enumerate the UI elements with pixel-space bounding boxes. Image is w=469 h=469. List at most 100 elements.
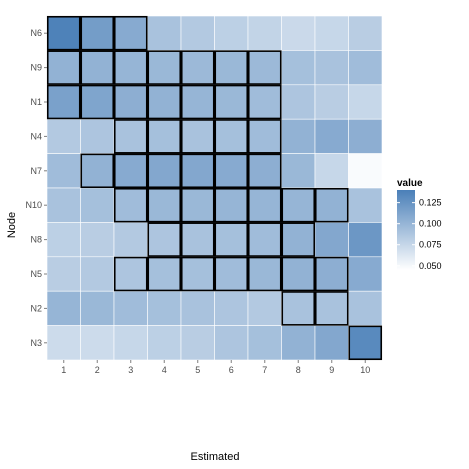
- heatmap-cell: [247, 153, 282, 189]
- heatmap-cell: [80, 50, 115, 86]
- heatmap-cell: [247, 50, 282, 86]
- highlighted-cell-outline: [80, 15, 115, 51]
- highlighted-cell-outline: [180, 119, 215, 154]
- heatmap-cell: [46, 290, 81, 326]
- y-tick-label: N2: [30, 303, 42, 313]
- highlight-outlines: [46, 15, 383, 361]
- x-tick-label: 4: [162, 365, 167, 375]
- heatmap-cell: [80, 290, 115, 326]
- heatmap-cell: [348, 187, 383, 223]
- highlighted-cell-outline: [180, 84, 215, 120]
- heatmap-cell: [180, 84, 215, 120]
- heatmap-cell: [314, 15, 349, 51]
- heatmap-cell: [180, 256, 215, 292]
- heatmap-cell: [80, 256, 115, 292]
- heatmap-cell: [113, 118, 148, 154]
- highlighted-cell-outline: [147, 222, 182, 257]
- color-legend: value 0.125 0.100 0.075 0.050: [397, 178, 442, 271]
- heatmap-cell: [147, 50, 182, 86]
- heatmap-cell: [214, 15, 249, 51]
- heatmap-cell: [180, 222, 215, 258]
- heatmap-cell: [281, 15, 316, 51]
- highlighted-cell-outline: [80, 153, 115, 189]
- heatmap-cell: [314, 325, 349, 361]
- heatmap-cell: [281, 256, 316, 292]
- heatmap-cell: [281, 84, 316, 120]
- heatmap-cell: [314, 222, 349, 258]
- heatmap-cell: [281, 118, 316, 154]
- highlighted-cell-outline: [314, 187, 349, 223]
- heatmap-cell: [348, 325, 383, 361]
- x-tick-label: 5: [195, 365, 200, 375]
- y-tick-label: N10: [25, 200, 42, 210]
- heatmap-cell: [247, 187, 282, 223]
- heatmap-cell: [247, 290, 282, 326]
- highlighted-cell-outline: [247, 50, 282, 85]
- heatmap-cell: [214, 187, 249, 223]
- y-axis-title: Node: [6, 212, 18, 238]
- highlighted-cell-outline: [314, 256, 349, 292]
- heatmap-cell: [46, 153, 81, 189]
- heatmap-cell: [214, 153, 249, 189]
- heatmap-cell: [46, 187, 81, 223]
- highlighted-cell-outline: [46, 84, 81, 120]
- legend-colorbar: [397, 190, 415, 270]
- heatmap-cell: [281, 325, 316, 361]
- highlighted-cell-outline: [180, 153, 215, 189]
- heatmap-cell: [214, 222, 249, 258]
- heatmap-cell: [180, 290, 215, 326]
- heatmap-cell: [180, 118, 215, 154]
- highlighted-cell-outline: [113, 187, 148, 223]
- heatmap-cell: [314, 50, 349, 86]
- heatmap-cell: [113, 187, 148, 223]
- heatmap-cell: [180, 153, 215, 189]
- heatmap-cell: [281, 222, 316, 258]
- heatmap-cell: [113, 15, 148, 51]
- heatmap-cell: [314, 118, 349, 154]
- heatmap-cell: [281, 50, 316, 86]
- heatmap-cell: [147, 325, 182, 361]
- y-tick-label: N3: [30, 338, 42, 348]
- heatmap-cell: [147, 84, 182, 120]
- heatmap-cell: [147, 118, 182, 154]
- highlighted-cell-outline: [348, 325, 383, 361]
- heatmap-cell: [46, 222, 81, 258]
- highlighted-cell-outline: [214, 153, 249, 189]
- heatmap-cell: [80, 222, 115, 258]
- highlighted-cell-outline: [214, 222, 249, 257]
- highlighted-cell-outline: [113, 15, 148, 51]
- x-tick-label: 9: [329, 365, 334, 375]
- heatmap-cell: [46, 118, 81, 154]
- y-tick-label: N6: [30, 28, 42, 38]
- highlighted-cell-outline: [281, 256, 316, 292]
- heatmap-cell: [180, 50, 215, 86]
- highlighted-cell-outline: [147, 256, 182, 292]
- heatmap-cell: [348, 15, 383, 51]
- heatmap-cell: [214, 84, 249, 120]
- heatmap-cell: [214, 290, 249, 326]
- highlighted-cell-outline: [113, 50, 148, 85]
- heatmap-cell: [147, 15, 182, 51]
- highlighted-cell-outline: [281, 222, 316, 257]
- highlighted-cell-outline: [113, 84, 148, 120]
- heatmap-cell: [314, 84, 349, 120]
- y-tick-label: N5: [30, 269, 42, 279]
- highlighted-cell-outline: [147, 153, 182, 189]
- highlighted-cell-outline: [247, 153, 282, 189]
- heatmap-cell: [281, 290, 316, 326]
- heatmap-cell: [46, 325, 81, 361]
- highlighted-cell-outline: [180, 222, 215, 257]
- x-tick-label: 7: [262, 365, 267, 375]
- highlighted-cell-outline: [147, 50, 182, 85]
- heatmap-cell: [46, 15, 81, 51]
- heatmap-cell: [80, 325, 115, 361]
- heatmap-cell: [113, 153, 148, 189]
- heatmap-cell: [247, 15, 282, 51]
- legend-break-label: 0.100: [419, 219, 442, 229]
- x-axis-ticks: 1 2 3 4 5 6 7 8 9 10: [61, 360, 370, 375]
- heatmap-cell: [147, 256, 182, 292]
- heatmap-cell: [80, 15, 115, 51]
- x-tick-label: 3: [128, 365, 133, 375]
- highlighted-cell-outline: [247, 187, 282, 223]
